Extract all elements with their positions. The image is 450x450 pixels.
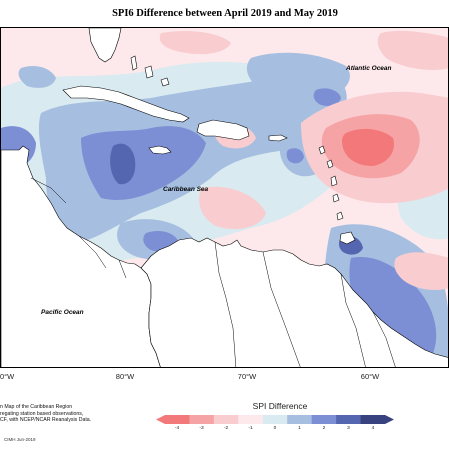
deficit-atlantic-strong <box>342 128 395 166</box>
legend-tick-label: -2 <box>223 426 229 431</box>
land-florida <box>88 28 122 63</box>
pacific-ocean-label: Pacific Ocean <box>41 309 84 316</box>
land-trinidad <box>339 231 356 245</box>
legend-tick-label: 4 <box>371 426 375 431</box>
legend-swatch <box>360 415 386 424</box>
legend-title: SPI Difference <box>252 401 308 411</box>
legend-tick-label: 3 <box>347 426 350 431</box>
longitude-label-60w: 60°W <box>360 372 380 381</box>
legend-tick-label: -4 <box>174 426 180 431</box>
land-bahamas-3 <box>160 77 170 87</box>
land-antilles-4 <box>332 193 340 203</box>
land-cuba <box>62 85 190 123</box>
caribbean-sea-label: Caribbean Sea <box>163 186 209 193</box>
legend-tick-label: 2 <box>322 426 326 431</box>
legend-tick-label: 1 <box>298 426 301 431</box>
note-line: regating station based observations, <box>0 410 84 417</box>
deficit-top-pink <box>159 31 231 55</box>
legend-tick-label: -3 <box>199 426 204 431</box>
legend-arrow-left <box>156 415 165 424</box>
note-line: n Map of the Caribbean Region <box>0 404 73 410</box>
spi-map: Atlantic Ocean Caribbean Sea Pacific Oce… <box>0 27 449 368</box>
land-antilles-1 <box>318 145 326 155</box>
anomaly-upper-blue <box>246 52 350 99</box>
map-title: SPI6 Difference between April 2019 and M… <box>112 8 338 19</box>
land-antilles-3 <box>330 175 338 187</box>
legend-swatch <box>311 415 337 424</box>
deficit-east-pink <box>394 252 448 290</box>
anomaly-dark-blue-core <box>81 126 206 200</box>
legend-swatch <box>287 415 312 424</box>
deficit-south-pink <box>199 186 266 230</box>
country-borders <box>30 177 396 367</box>
color-legend <box>155 413 395 427</box>
legend-swatch <box>336 415 361 424</box>
land-puerto-rico <box>268 134 288 142</box>
legend-swatch <box>165 415 190 424</box>
legend-colorbar <box>156 415 394 424</box>
longitude-label-90w: 90°W <box>0 372 15 381</box>
longitude-label-70w: 70°W <box>237 372 257 381</box>
map-description: n Map of the Caribbean Region regating s… <box>0 404 91 424</box>
deficit-top-right <box>377 30 448 70</box>
atlantic-ocean-label: Atlantic Ocean <box>346 65 392 72</box>
anomaly-upper-blue-2 <box>313 88 341 106</box>
anomaly-east-blue-2 <box>286 148 304 164</box>
anomaly-darkest-core <box>110 143 136 185</box>
legend-swatch <box>189 415 215 424</box>
land-masses <box>1 28 448 367</box>
land-jamaica <box>148 145 172 155</box>
land-hispaniola <box>196 119 250 141</box>
note-line: CF, with NCEP/NCAR Reanalysis Data. <box>0 417 92 423</box>
legend-swatch <box>262 415 288 424</box>
legend-swatch <box>213 415 239 424</box>
land-antilles-2 <box>326 159 334 169</box>
legend-swatch <box>238 415 264 424</box>
land-antilles-5 <box>336 211 344 221</box>
anomaly-topleft-blue <box>18 66 56 88</box>
longitude-label-80w: 80°W <box>115 372 135 381</box>
legend-tick-label: 0 <box>273 426 277 431</box>
legend-arrow-right <box>385 415 394 424</box>
legend-tick-label: -1 <box>248 426 253 431</box>
credit-text: CIMH Jun-2019 <box>4 437 36 442</box>
land-bahamas-1 <box>130 55 138 71</box>
land-bahamas-2 <box>144 65 154 79</box>
land-south-america <box>140 237 448 367</box>
